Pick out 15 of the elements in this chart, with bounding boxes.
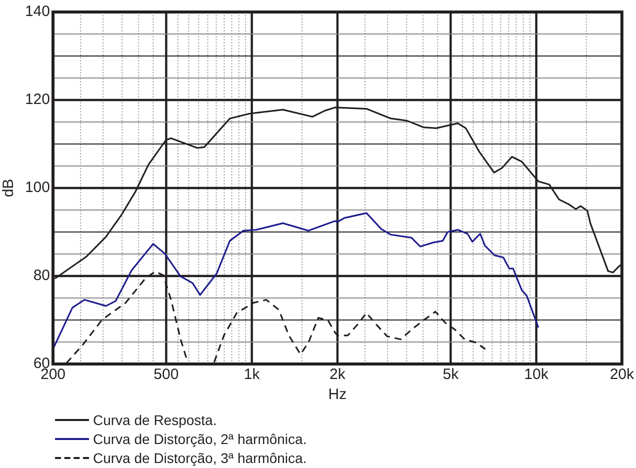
y-tick-label: 120 xyxy=(24,91,50,108)
x-axis-title: Hz xyxy=(328,386,347,404)
x-tick-label: 20k xyxy=(610,366,634,384)
legend-label: Curva de Distorção, 3ª harmônica. xyxy=(93,450,307,466)
y-tick-label: 80 xyxy=(33,267,50,284)
x-tick-label: 5k xyxy=(442,366,460,384)
x-tick-label: 10k xyxy=(524,366,549,384)
x-tick-label: 1k xyxy=(244,366,260,384)
legend-label: Curva de Resposta. xyxy=(93,412,217,428)
legend-label: Curva de Distorção, 2ª harmônica. xyxy=(93,430,307,446)
x-tick-label: 500 xyxy=(154,366,179,384)
x-tick-label: 2k xyxy=(330,366,346,384)
y-axis-title: dB xyxy=(0,178,18,198)
y-tick-label: 140 xyxy=(24,3,50,20)
y-tick-label: 100 xyxy=(24,179,50,196)
